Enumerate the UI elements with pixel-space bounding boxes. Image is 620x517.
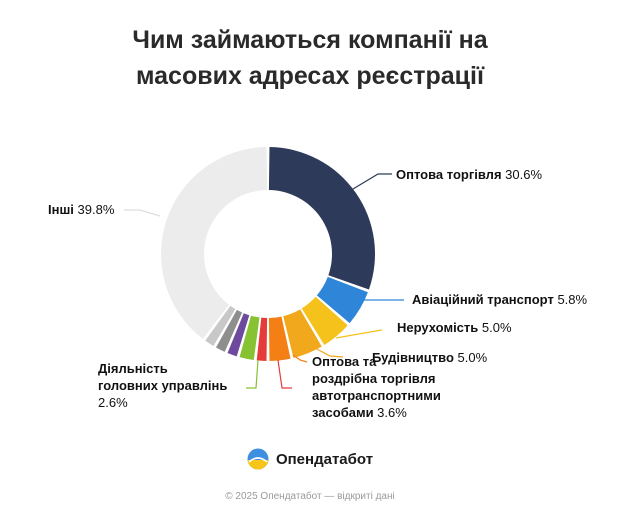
leader-lines <box>124 173 404 389</box>
donut-slice <box>268 147 375 290</box>
slice-label-value: 3.6% <box>374 405 408 420</box>
donut-slice <box>215 309 243 352</box>
leader-line <box>246 359 259 389</box>
slice-label-name: Оптова та <box>312 354 377 369</box>
chart-title-line-1: Чим займаються компанії на <box>132 26 488 54</box>
slice-label-name: головних управлінь <box>98 378 227 393</box>
slice-label: Будівництво 5.0% <box>372 350 488 365</box>
donut-slices <box>161 147 375 361</box>
slice-label-name: Будівництво <box>372 350 454 365</box>
slice-label-value: 5.8% <box>554 292 588 307</box>
leader-line <box>314 347 344 358</box>
opendatabot-logo-icon <box>247 448 269 470</box>
leader-line <box>335 329 383 339</box>
brand: Опендатабот <box>0 448 620 470</box>
slice-label-value: 5.0% <box>478 320 512 335</box>
leader-line <box>292 354 308 363</box>
chart-title-line-2: масових адресах реєстрації <box>135 62 485 90</box>
leader-line <box>277 359 292 389</box>
donut-slice <box>256 317 268 361</box>
leader-line <box>124 209 161 217</box>
slice-label: Діяльність головних управлінь 2.6% <box>98 361 227 410</box>
slice-labels: Оптова торгівля 30.6% Авіаційний транспор… <box>48 167 588 420</box>
slice-label-value: 5.0% <box>454 350 488 365</box>
donut-slice <box>268 316 291 361</box>
slice-label-name: автотранспортними <box>312 388 441 403</box>
slice-label-name: Оптова торгівля <box>396 167 502 182</box>
brand-name: Опендатабот <box>275 450 374 468</box>
footer-copyright: © 2025 Опендатабот — відкриті дані <box>225 491 395 502</box>
leader-line <box>347 173 392 193</box>
chart-title: Чим займаються компанії на масових адрес… <box>0 22 620 94</box>
slice-label-name: Авіаційний транспорт <box>412 292 554 307</box>
slice-label-value: 2.6% <box>98 395 128 410</box>
slice-label: Оптова та роздрібна торгівля автотранспорт… <box>312 354 441 420</box>
slice-label-name: засобами <box>312 405 374 420</box>
slice-label-name: Нерухомість <box>397 320 478 335</box>
slice-label-name: Інші <box>48 202 74 217</box>
donut-slice <box>283 309 322 358</box>
slice-label-value: 30.6% <box>502 167 543 182</box>
slice-label-name: роздрібна торгівля <box>312 371 435 386</box>
donut-slice <box>239 315 260 361</box>
slice-label: Авіаційний транспорт 5.8% <box>412 292 588 307</box>
donut-slice <box>205 305 236 347</box>
slice-label: Оптова торгівля 30.6% <box>396 167 542 182</box>
donut-slice <box>301 296 348 345</box>
donut-slice <box>316 276 368 324</box>
slice-label: Інші 39.8% <box>48 202 115 217</box>
slice-label-value: 39.8% <box>74 202 115 217</box>
donut-slice <box>161 147 268 339</box>
slice-label: Нерухомість 5.0% <box>397 320 512 335</box>
donut-slice <box>227 313 250 357</box>
slice-label-name: Діяльність <box>98 361 168 376</box>
